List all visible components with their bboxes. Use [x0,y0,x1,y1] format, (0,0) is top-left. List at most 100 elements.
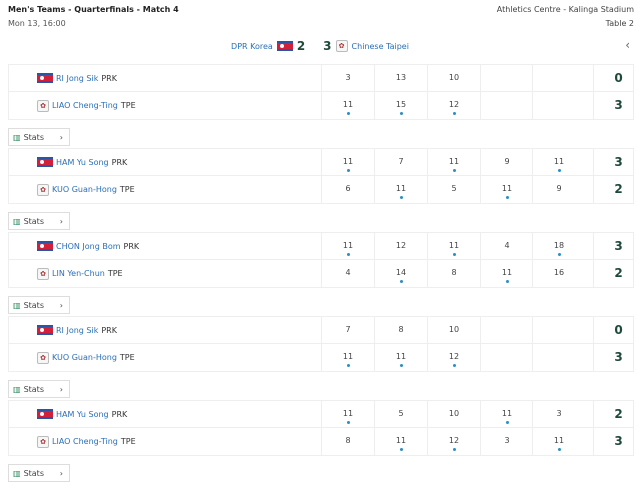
stats-button[interactable]: ▥ Stats › [8,296,70,314]
team-b-link[interactable]: Chinese Taipei [351,41,409,51]
game-score: 4 [480,233,533,260]
match-total: 2 [593,260,640,287]
player-row: CHON Jong Bom PRK 11 12 11 4 18 3 [8,232,634,260]
stats-button[interactable]: ▥ Stats › [8,464,70,482]
game-points: 9 [556,184,562,193]
prk-flag-icon [37,325,53,335]
game-points: 5 [451,184,457,193]
game-score: 4 [321,260,374,287]
game-score: 10 [427,401,480,428]
game-points: 11 [395,352,407,361]
chevron-right-icon: › [59,384,63,394]
game-points: 12 [448,352,460,361]
game-score: 15 [374,92,427,119]
game-points: 7 [398,157,404,166]
game-points: 4 [504,241,510,250]
game-score: 3 [480,428,533,455]
game-points: 7 [345,325,351,334]
game-points: 11 [501,409,513,418]
player-country: TPE [119,353,135,362]
match-block: HAM Yu Song PRK 11 5 10 11 3 2 ✿ LIAO Cheng-Ting T… [8,400,634,456]
game-points: 11 [553,157,565,166]
game-score: 11 [321,92,374,119]
player-country: PRK [101,325,117,335]
match-block: CHON Jong Bom PRK 11 12 11 4 18 3 ✿ LIN Yen-Chun T… [8,232,634,288]
game-won-dot-icon [452,364,456,367]
table-number: Table 2 [605,19,634,28]
player-name-link[interactable]: LIAO Cheng-Ting [52,437,118,446]
match-total: 3 [593,233,640,260]
stats-label: Stats [23,468,44,478]
game-won-dot-icon [346,253,350,256]
game-score: 10 [427,65,480,92]
tpe-flag-icon: ✿ [37,183,49,196]
game-points: 11 [395,184,407,193]
game-won-dot-icon [452,112,456,115]
game-score: 18 [532,233,585,260]
game-score: 8 [321,428,374,455]
player-country: TPE [120,437,136,446]
game-score: 9 [480,149,533,176]
game-score: 7 [374,149,427,176]
stats-button[interactable]: ▥ Stats › [8,212,70,230]
game-score [480,317,533,344]
game-won-dot-icon [452,169,456,172]
match-total: 0 [593,65,640,92]
player-row: ✿ LIAO Cheng-Ting TPE 8 11 12 3 11 3 [8,428,634,456]
player-name-link[interactable]: RI Jong Sik [56,325,99,335]
player-country: PRK [111,157,128,167]
game-points: 13 [395,73,407,82]
match-date: Mon 13, 16:00 [8,19,66,28]
game-score: 11 [374,176,427,203]
player-name-link[interactable]: LIN Yen-Chun [52,269,105,278]
game-score: 11 [321,149,374,176]
game-score: 9 [532,176,585,203]
game-points: 9 [504,157,510,166]
team-a-link[interactable]: DPR Korea [231,41,273,51]
stats-button[interactable]: ▥ Stats › [8,380,70,398]
match-total: 0 [593,317,640,344]
player-row: RI Jong Sik PRK 3 13 10 0 [8,64,634,92]
game-score: 8 [427,260,480,287]
game-points: 11 [448,157,460,166]
game-won-dot-icon [399,448,403,451]
game-score: 3 [321,65,374,92]
player-name-link[interactable]: KUO Guan-Hong [52,353,117,362]
chevron-left-icon[interactable]: ‹ [625,38,630,52]
game-score: 7 [321,317,374,344]
game-score: 5 [374,401,427,428]
player-country: TPE [107,269,123,278]
player-name-link[interactable]: HAM Yu Song [56,157,109,167]
game-score: 11 [480,176,533,203]
player: ✿ KUO Guan-Hong TPE [37,183,135,196]
player-row: ✿ LIN Yen-Chun TPE 4 14 8 11 16 2 [8,260,634,288]
player-country: TPE [119,185,135,194]
player-name-link[interactable]: CHON Jong Bom [56,241,121,251]
game-won-dot-icon [346,421,350,424]
tpe-flag-icon: ✿ [37,99,49,112]
game-won-dot-icon [452,448,456,451]
game-score: 11 [374,344,427,371]
player-name-link[interactable]: KUO Guan-Hong [52,185,117,194]
stats-button[interactable]: ▥ Stats › [8,128,70,146]
team-a-score: 2 [296,39,306,53]
game-points: 8 [345,436,351,445]
stats-label: Stats [23,216,44,226]
game-points: 11 [448,241,460,250]
prk-flag-icon [37,157,53,167]
game-score: 11 [321,233,374,260]
match-block: HAM Yu Song PRK 11 7 11 9 11 3 ✿ KUO Guan-Hong TPE… [8,148,634,204]
game-points: 3 [504,436,510,445]
player: HAM Yu Song PRK [37,409,127,419]
game-score: 12 [427,344,480,371]
game-score [532,92,585,119]
stats-label: Stats [23,384,44,394]
game-points: 12 [448,436,460,445]
player-name-link[interactable]: LIAO Cheng-Ting [52,101,118,110]
game-points: 15 [395,100,407,109]
player-name-link[interactable]: HAM Yu Song [56,409,109,419]
player-name-link[interactable]: RI Jong Sik [56,73,99,83]
bar-chart-icon: ▥ [13,300,21,310]
game-score: 12 [374,233,427,260]
chevron-right-icon: › [59,468,63,478]
